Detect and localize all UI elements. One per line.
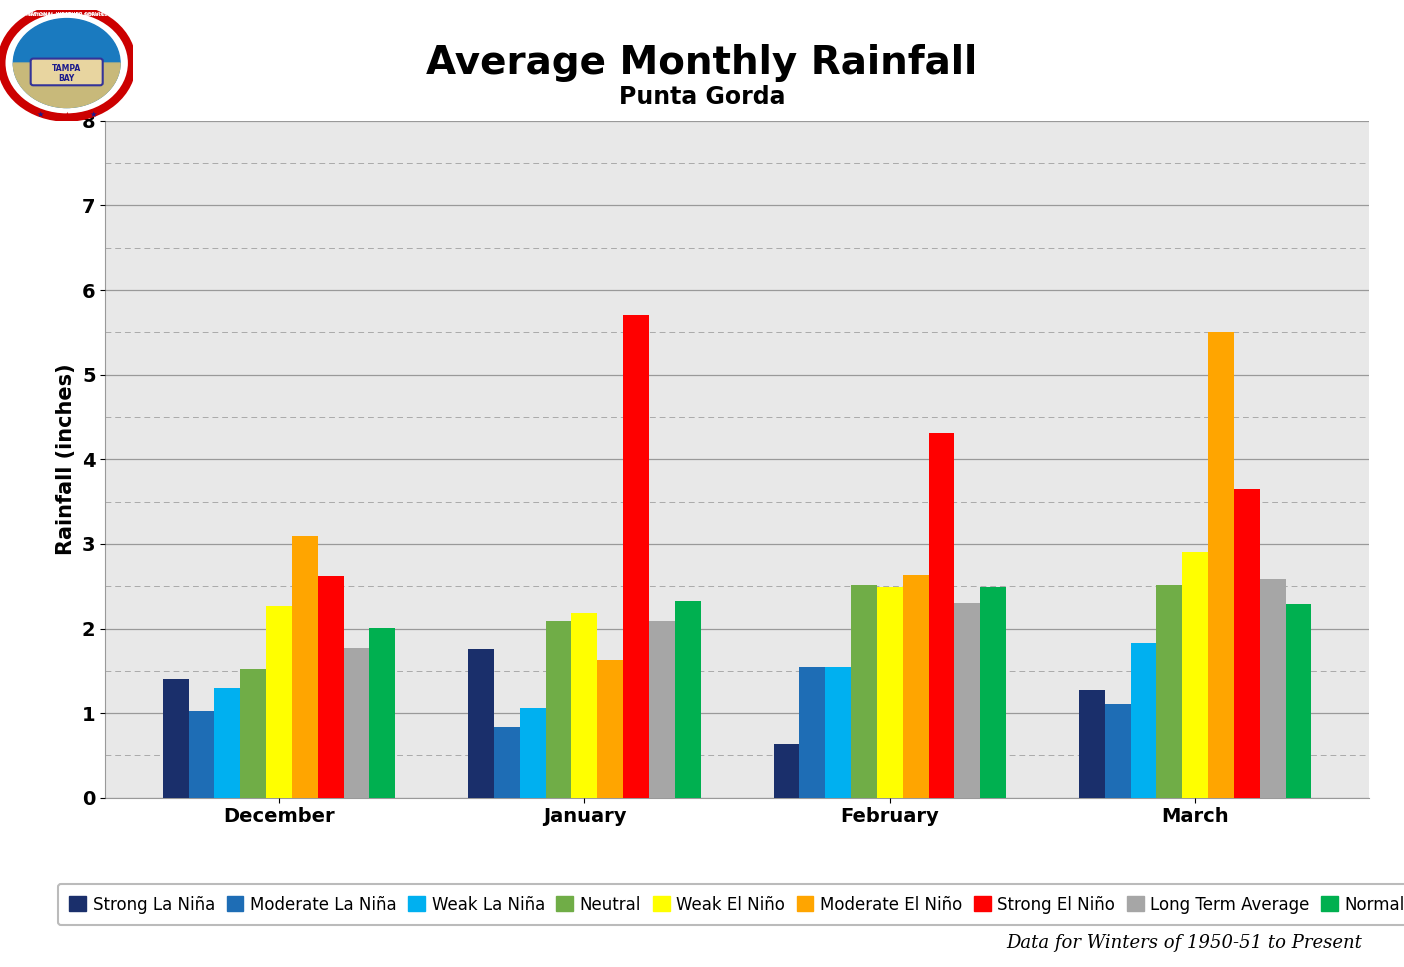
Bar xyxy=(623,315,649,798)
Bar xyxy=(649,621,675,798)
Text: ★: ★ xyxy=(37,109,44,119)
Bar xyxy=(774,745,799,798)
Text: NATIONAL  WEATHER  SERVICE: NATIONAL WEATHER SERVICE xyxy=(29,13,104,17)
Bar xyxy=(675,601,701,798)
Text: Data for Winters of 1950-51 to Present: Data for Winters of 1950-51 to Present xyxy=(1007,934,1362,952)
Text: BAY: BAY xyxy=(59,74,74,83)
Circle shape xyxy=(13,18,121,107)
Bar xyxy=(826,666,851,798)
Text: ★: ★ xyxy=(90,109,97,119)
Bar xyxy=(903,575,928,798)
Bar xyxy=(292,537,317,798)
Bar xyxy=(163,679,188,798)
Text: TAMPA: TAMPA xyxy=(52,64,81,73)
Bar xyxy=(369,628,396,798)
Text: NATIONAL WEATHER SERVICE: NATIONAL WEATHER SERVICE xyxy=(25,12,108,16)
Bar xyxy=(188,711,215,798)
Bar xyxy=(1130,643,1157,798)
Bar xyxy=(1234,489,1259,798)
Bar xyxy=(571,613,597,798)
Bar xyxy=(928,433,955,798)
Bar xyxy=(1078,690,1105,798)
Bar xyxy=(1286,604,1311,798)
Legend: Strong La Niña, Moderate La Niña, Weak La Niña, Neutral, Weak El Niño, Moderate : Strong La Niña, Moderate La Niña, Weak L… xyxy=(58,884,1404,925)
Bar xyxy=(317,576,344,798)
Bar xyxy=(519,708,546,798)
Bar xyxy=(1182,552,1207,798)
Bar xyxy=(468,649,494,798)
Bar xyxy=(546,621,571,798)
Bar xyxy=(799,666,826,798)
Text: Average Monthly Rainfall: Average Monthly Rainfall xyxy=(427,44,977,81)
Bar xyxy=(955,603,980,798)
Bar xyxy=(1105,704,1130,798)
Bar xyxy=(980,587,1007,798)
Text: ★: ★ xyxy=(62,111,72,122)
Bar xyxy=(267,605,292,798)
Bar xyxy=(597,659,623,798)
Bar xyxy=(1207,332,1234,798)
Bar xyxy=(878,587,903,798)
Bar xyxy=(240,669,267,798)
FancyBboxPatch shape xyxy=(31,59,102,85)
Y-axis label: Rainfall (inches): Rainfall (inches) xyxy=(56,364,76,555)
Bar xyxy=(1157,584,1182,798)
Bar xyxy=(494,727,519,798)
Circle shape xyxy=(1,9,132,118)
Wedge shape xyxy=(13,63,121,107)
Bar xyxy=(215,688,240,798)
Bar xyxy=(1259,578,1286,798)
Bar xyxy=(344,648,369,798)
Bar xyxy=(851,585,878,798)
Text: Punta Gorda: Punta Gorda xyxy=(619,85,785,109)
